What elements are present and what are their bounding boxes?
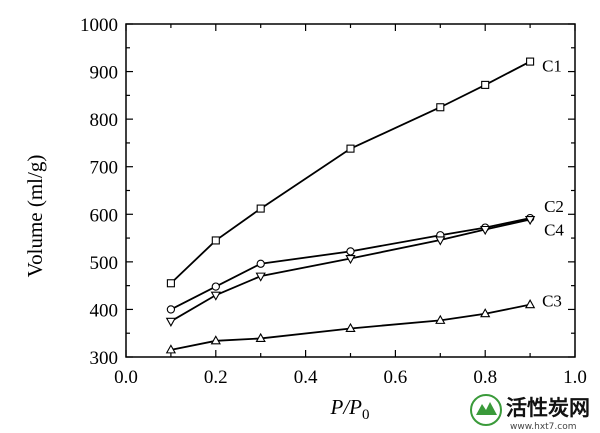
data-point-c3 [480,308,491,318]
data-point-c4 [435,236,446,246]
data-point-c4 [480,225,491,236]
series-labels: C1 C2 C4 C3 [542,57,564,311]
y-tick-label: 500 [90,253,119,274]
data-point-c2 [346,247,355,256]
data-point-c3 [165,344,177,354]
data-point-c3 [210,335,221,345]
data-point-c4 [255,272,266,282]
y-tick-label: 800 [90,110,119,131]
y-tick-label: 1000 [80,15,118,36]
x-tick-label: 0.2 [204,367,228,388]
data-point-c1 [166,279,175,288]
y-tick-label: 400 [90,300,119,321]
x-tick-label: 1.0 [563,367,587,388]
data-point-c1 [526,57,535,66]
watermark-logo-icon [470,394,502,426]
series-label-c2: C2 [544,197,564,216]
data-point-c4 [345,254,356,265]
data-point-c1 [436,103,445,112]
watermark-text: 活性炭网 [506,396,590,420]
axis-ticks [125,23,576,358]
data-point-c4 [210,291,221,301]
watermark-tree-icon [476,402,497,415]
y-tick-label: 300 [90,348,119,369]
y-tick-label: 600 [90,205,119,226]
data-point-c1 [211,236,220,245]
series-label-c4: C4 [544,221,564,240]
data-point-c1 [481,80,490,89]
x-axis-title-subscript: 0 [362,407,370,423]
data-point-c3 [255,332,266,342]
y-tick-label: 700 [90,158,119,179]
data-point-c1 [346,144,355,153]
series-label-c3: C3 [542,292,562,311]
data-point-c4 [165,317,177,327]
data-point-c2 [166,305,176,314]
data-point-c3 [345,322,356,333]
plot-area: 300 400 500 600 700 800 900 1000 0.0 0.2 0.4 0.6 0.8… [80,15,587,388]
series-lines [170,60,531,351]
y-axis-title: Volume (ml/g) [23,155,47,278]
series-markers [165,57,536,354]
watermark-logo: 活性炭网 www.hxt7.com [470,394,590,432]
x-tick-label: 0.6 [384,367,408,388]
series-label-c1: C1 [542,57,562,76]
x-tick-label: 0.8 [473,367,497,388]
axis-tick-labels: 300 400 500 600 700 800 900 1000 0.0 0.2 0.4 0.6 0.8… [80,15,587,388]
y-tick-label: 900 [90,63,119,84]
x-axis-title-main: P/P [330,395,363,419]
data-point-c2 [256,259,265,268]
data-point-c3 [524,299,536,309]
data-point-c4 [524,215,536,226]
x-tick-label: 0.0 [114,367,138,388]
data-point-c2 [211,282,220,291]
x-axis-title: P/P0 [330,395,370,423]
watermark-url: www.hxt7.com [510,422,577,432]
x-tick-label: 0.4 [294,367,318,388]
data-point-c3 [435,314,446,324]
data-point-c1 [256,204,265,213]
